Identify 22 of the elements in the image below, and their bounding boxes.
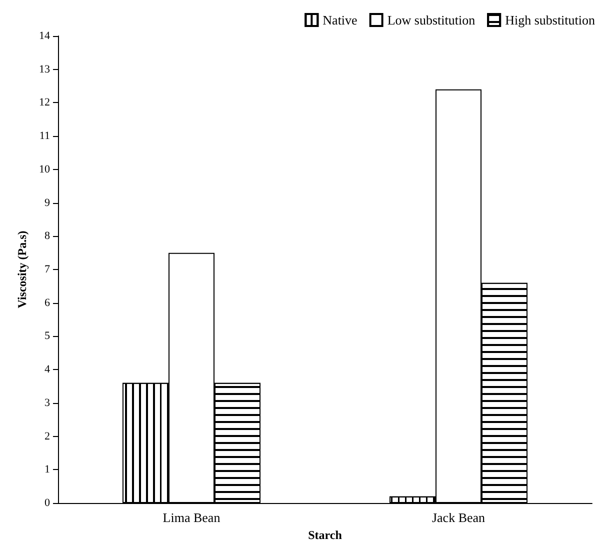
x-tick-label: Jack Bean	[432, 510, 486, 525]
y-tick-label: 13	[39, 63, 50, 76]
y-tick-label: 10	[39, 163, 50, 176]
y-tick-label: 6	[44, 296, 50, 309]
y-tick-label: 3	[44, 396, 50, 409]
y-tick-label: 11	[39, 130, 50, 142]
y-axis-title: Viscosity (Pa.s)	[15, 230, 29, 308]
y-tick-label: 8	[44, 230, 50, 242]
legend-label: Native	[322, 12, 358, 28]
y-tick-label: 9	[44, 196, 50, 209]
legend-label: High substitution	[505, 12, 596, 28]
legend-label: Low substitution	[387, 12, 476, 28]
y-tick-label: 14	[39, 30, 50, 42]
y-tick-label: 5	[44, 330, 50, 342]
y-tick-label: 4	[44, 364, 50, 376]
x-tick-label: Lima Bean	[162, 510, 221, 525]
y-tick-label: 1	[44, 464, 50, 476]
x-axis-title: Starch	[308, 528, 342, 542]
y-tick-label: 12	[39, 96, 50, 109]
y-tick-label: 2	[44, 430, 50, 442]
y-tick-label: 7	[44, 264, 50, 276]
y-tick-label: 0	[44, 497, 50, 509]
